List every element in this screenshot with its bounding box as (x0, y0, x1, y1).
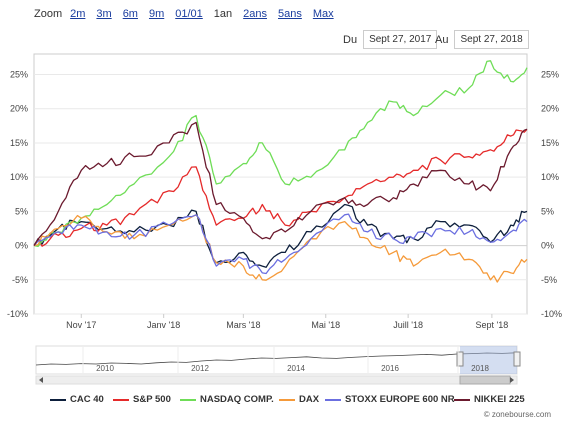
series-line-1 (33, 128, 528, 247)
series-line-3 (33, 214, 528, 283)
range-to-input[interactable]: Sept 27, 2018 (454, 30, 529, 49)
navigator-handle-right (513, 351, 521, 367)
zoom-2y-button[interactable]: 2ans (243, 8, 267, 20)
range-from-label: Du (343, 33, 358, 46)
y-tick-right-7: 25% (541, 70, 559, 80)
legend-label-dax: DAX (299, 394, 320, 405)
range-from: Du Sept 27, 2017 (343, 30, 438, 49)
zoom-ytd-button[interactable]: 01/01 (175, 8, 203, 20)
plot-frame (33, 53, 528, 315)
legend: CAC 40 S&P 500 NASDAQ COMP. DAX STOXX EU… (0, 394, 567, 410)
y-tick-right-2: 0% (541, 241, 554, 251)
legend-item-sp500[interactable]: S&P 500 (113, 394, 171, 405)
legend-swatch-nasdaq (180, 398, 196, 401)
scroll-left-arrow (39, 377, 43, 383)
x-tick-label-4: Juill '18 (393, 320, 423, 330)
y-tick-left-0: -10% (7, 309, 28, 319)
navigator-year-label-3: 2016 (381, 364, 399, 373)
legend-item-stoxx[interactable]: STOXX EUROPE 600 NR (325, 394, 455, 405)
x-tick-label-3: Mai '18 (311, 320, 340, 330)
legend-label-stoxx: STOXX EUROPE 600 NR (345, 394, 455, 405)
watermark: © zonebourse.com (483, 410, 551, 419)
navigator-series (35, 352, 518, 366)
navigator-selection (460, 346, 517, 374)
y-tick-right-5: 15% (541, 138, 559, 148)
x-tick-label-1: Janv '18 (147, 320, 180, 330)
legend-label-nasdaq: NASDAQ COMP. (200, 394, 274, 405)
zoom-3m-button[interactable]: 3m (96, 8, 112, 20)
legend-swatch-stoxx (325, 398, 341, 401)
navigator-year-label-2: 2014 (287, 364, 305, 373)
zoom-max-button[interactable]: Max (312, 8, 334, 20)
y-tick-right-4: 10% (541, 172, 559, 182)
scrollbar-track (35, 375, 518, 385)
range-to-label: Au (435, 33, 449, 46)
legend-item-cac40[interactable]: CAC 40 (50, 394, 104, 405)
navigator-year-label-0: 2010 (96, 364, 114, 373)
legend-swatch-nikkei (454, 398, 470, 401)
series-line-4 (33, 213, 528, 275)
zoom-2m-button[interactable]: 2m (70, 8, 86, 20)
zoom-5y-button[interactable]: 5ans (278, 8, 302, 20)
x-tick-label-0: Nov '17 (66, 320, 96, 330)
y-tick-left-2: 0% (15, 241, 28, 251)
y-tick-right-1: -5% (541, 275, 557, 285)
zoom-bar: Zoom 2m 3m 6m 9m 01/01 1an 2ans 5ans Max (34, 8, 345, 20)
y-tick-left-4: 10% (10, 172, 28, 182)
zoom-6m-button[interactable]: 6m (122, 8, 138, 20)
navigator-handle-left (456, 351, 464, 367)
series-line-2 (33, 60, 528, 248)
range-from-input[interactable]: Sept 27, 2017 (363, 30, 438, 49)
y-tick-right-3: 5% (541, 206, 554, 216)
legend-label-cac40: CAC 40 (70, 394, 104, 405)
range-to: Au Sept 27, 2018 (435, 30, 529, 49)
navigator-year-label-4: 2018 (471, 364, 489, 373)
y-tick-left-3: 5% (15, 206, 28, 216)
y-tick-left-1: -5% (12, 275, 28, 285)
zoom-1y-button-active[interactable]: 1an (213, 8, 233, 20)
y-tick-left-6: 20% (10, 104, 28, 114)
series-line-5 (33, 121, 528, 246)
legend-item-dax[interactable]: DAX (279, 394, 319, 405)
legend-item-nasdaq[interactable]: NASDAQ COMP. (180, 394, 274, 405)
zoom-9m-button[interactable]: 9m (148, 8, 165, 20)
y-tick-left-5: 15% (10, 138, 28, 148)
scroll-right-arrow (510, 377, 514, 383)
y-tick-right-6: 20% (541, 104, 559, 114)
legend-swatch-cac40 (50, 398, 66, 401)
legend-label-sp500: S&P 500 (133, 394, 171, 405)
navigator-year-label-1: 2012 (191, 364, 209, 373)
navigator-frame (35, 345, 518, 375)
legend-swatch-sp500 (113, 398, 129, 401)
watermark-text: zonebourse.com (491, 410, 551, 419)
y-tick-right-0: -10% (541, 309, 562, 319)
legend-label-nikkei: NIKKEI 225 (474, 394, 525, 405)
zoom-label: Zoom (34, 8, 63, 20)
x-tick-label-5: Sept '18 (476, 320, 509, 330)
series-line-0 (33, 203, 528, 268)
legend-swatch-dax (279, 398, 295, 401)
legend-item-nikkei[interactable]: NIKKEI 225 (454, 394, 525, 405)
scrollbar-thumb (459, 375, 511, 385)
y-tick-left-7: 25% (10, 70, 28, 80)
x-tick-label-2: Mars '18 (226, 320, 260, 330)
